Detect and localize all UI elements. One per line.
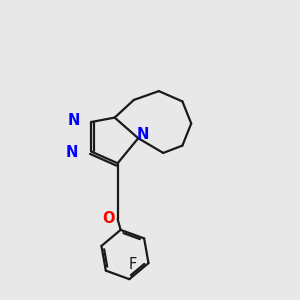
Text: O: O <box>103 211 115 226</box>
Text: N: N <box>66 146 78 160</box>
Text: N: N <box>136 127 149 142</box>
Text: N: N <box>67 113 80 128</box>
Text: F: F <box>128 257 136 272</box>
